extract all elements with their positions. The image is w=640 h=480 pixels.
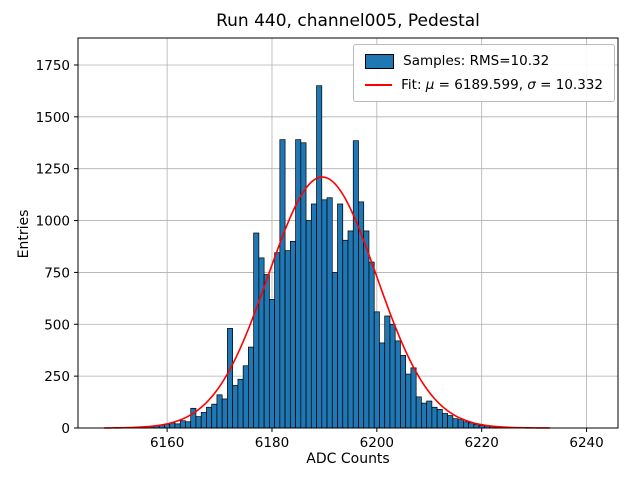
y-tick-label: 0 xyxy=(61,421,70,437)
y-tick-label: 1500 xyxy=(36,110,70,126)
legend-label-fit: Fit: μ = 6189.599, σ = 10.332 xyxy=(401,77,603,93)
axes-frame xyxy=(77,37,619,429)
histogram-bar xyxy=(174,423,181,429)
histogram-bar xyxy=(342,239,349,429)
legend-swatch-samples xyxy=(365,53,395,69)
histogram-bar xyxy=(452,418,459,429)
y-tick-label: 1000 xyxy=(36,214,70,230)
histogram-bar xyxy=(216,394,223,429)
legend-fit-sigma-value: = 10.332 xyxy=(535,77,603,93)
histogram-bar xyxy=(300,142,307,429)
histogram-bar xyxy=(242,365,249,429)
histogram-bar xyxy=(274,252,281,429)
histogram-bar xyxy=(442,413,448,429)
histogram-bar xyxy=(373,311,380,429)
histogram-bar xyxy=(227,328,234,429)
y-tick-label: 1750 xyxy=(36,58,70,74)
histogram-bar xyxy=(431,406,438,429)
y-tick-label: 250 xyxy=(44,369,70,385)
histogram-bar xyxy=(200,412,207,429)
legend-fit-mu-symbol: μ xyxy=(425,77,435,93)
histogram-bar xyxy=(436,408,443,429)
fit-curve xyxy=(104,176,550,429)
histogram-bar xyxy=(415,396,422,429)
histogram-bar xyxy=(447,415,454,429)
histogram-bar xyxy=(457,419,464,429)
histogram-bar xyxy=(400,355,407,429)
histogram-bar xyxy=(379,342,386,429)
y-tick-label: 1250 xyxy=(36,162,70,178)
histogram-bar xyxy=(237,378,244,429)
histogram-bar xyxy=(263,274,270,429)
histogram-bar xyxy=(195,416,202,429)
histogram-bar xyxy=(331,272,338,429)
x-tick-label: 6240 xyxy=(569,435,603,451)
legend: Samples: RMS=10.32 Fit: μ = 6189.599, σ … xyxy=(353,44,615,102)
legend-fit-sigma-symbol: σ xyxy=(527,77,536,93)
histogram-bar xyxy=(211,403,218,429)
y-tick-label: 750 xyxy=(44,265,70,281)
histogram-bar xyxy=(347,230,354,429)
histogram-bar xyxy=(305,220,312,429)
histogram-bar xyxy=(284,250,291,429)
histogram-bar xyxy=(352,140,359,429)
histogram-bar xyxy=(389,323,396,429)
histogram-bar xyxy=(337,203,344,429)
legend-label-samples: Samples: RMS=10.32 xyxy=(403,53,550,69)
x-tick-label: 6160 xyxy=(150,435,184,451)
histogram-bar xyxy=(310,203,317,429)
histogram-bar xyxy=(321,199,328,429)
histogram-bar xyxy=(248,346,254,429)
legend-entry-samples: Samples: RMS=10.32 xyxy=(365,53,603,69)
histogram-bar xyxy=(405,373,412,429)
histogram-bar xyxy=(253,232,260,429)
histogram-bar xyxy=(368,261,375,429)
y-axis-label: Entries xyxy=(16,209,32,259)
histogram-bar xyxy=(206,406,213,429)
histogram-bar xyxy=(426,400,433,429)
x-tick-label: 6200 xyxy=(360,435,394,451)
histogram-bar xyxy=(179,420,186,429)
histogram-bar xyxy=(384,315,391,429)
histogram-bar xyxy=(394,340,401,429)
histogram-bar xyxy=(185,421,192,429)
histogram-bar xyxy=(316,85,323,429)
histogram-bar xyxy=(289,240,296,429)
x-axis-label: ADC Counts xyxy=(306,451,390,467)
histogram-bar xyxy=(410,367,417,429)
histogram-bar xyxy=(279,139,286,429)
legend-fit-mu-value: = 6189.599, xyxy=(434,77,528,93)
chart-title: Run 440, channel005, Pedestal xyxy=(216,11,480,31)
histogram-bar xyxy=(326,197,333,429)
histogram-bar xyxy=(462,421,469,429)
x-tick-label: 6180 xyxy=(255,435,289,451)
histogram-bar xyxy=(421,402,427,429)
histogram-bar xyxy=(258,257,265,429)
legend-fit-prefix: Fit: xyxy=(401,77,426,93)
histogram-bar xyxy=(232,385,239,429)
legend-swatch-fit xyxy=(365,84,393,86)
y-tick-label: 500 xyxy=(44,317,70,333)
histogram-bar xyxy=(269,299,275,429)
legend-entry-fit: Fit: μ = 6189.599, σ = 10.332 xyxy=(365,77,603,93)
histogram-bar xyxy=(295,139,302,429)
x-tick-label: 6220 xyxy=(465,435,499,451)
histogram-bar xyxy=(221,398,228,429)
histogram-bar xyxy=(363,230,370,429)
